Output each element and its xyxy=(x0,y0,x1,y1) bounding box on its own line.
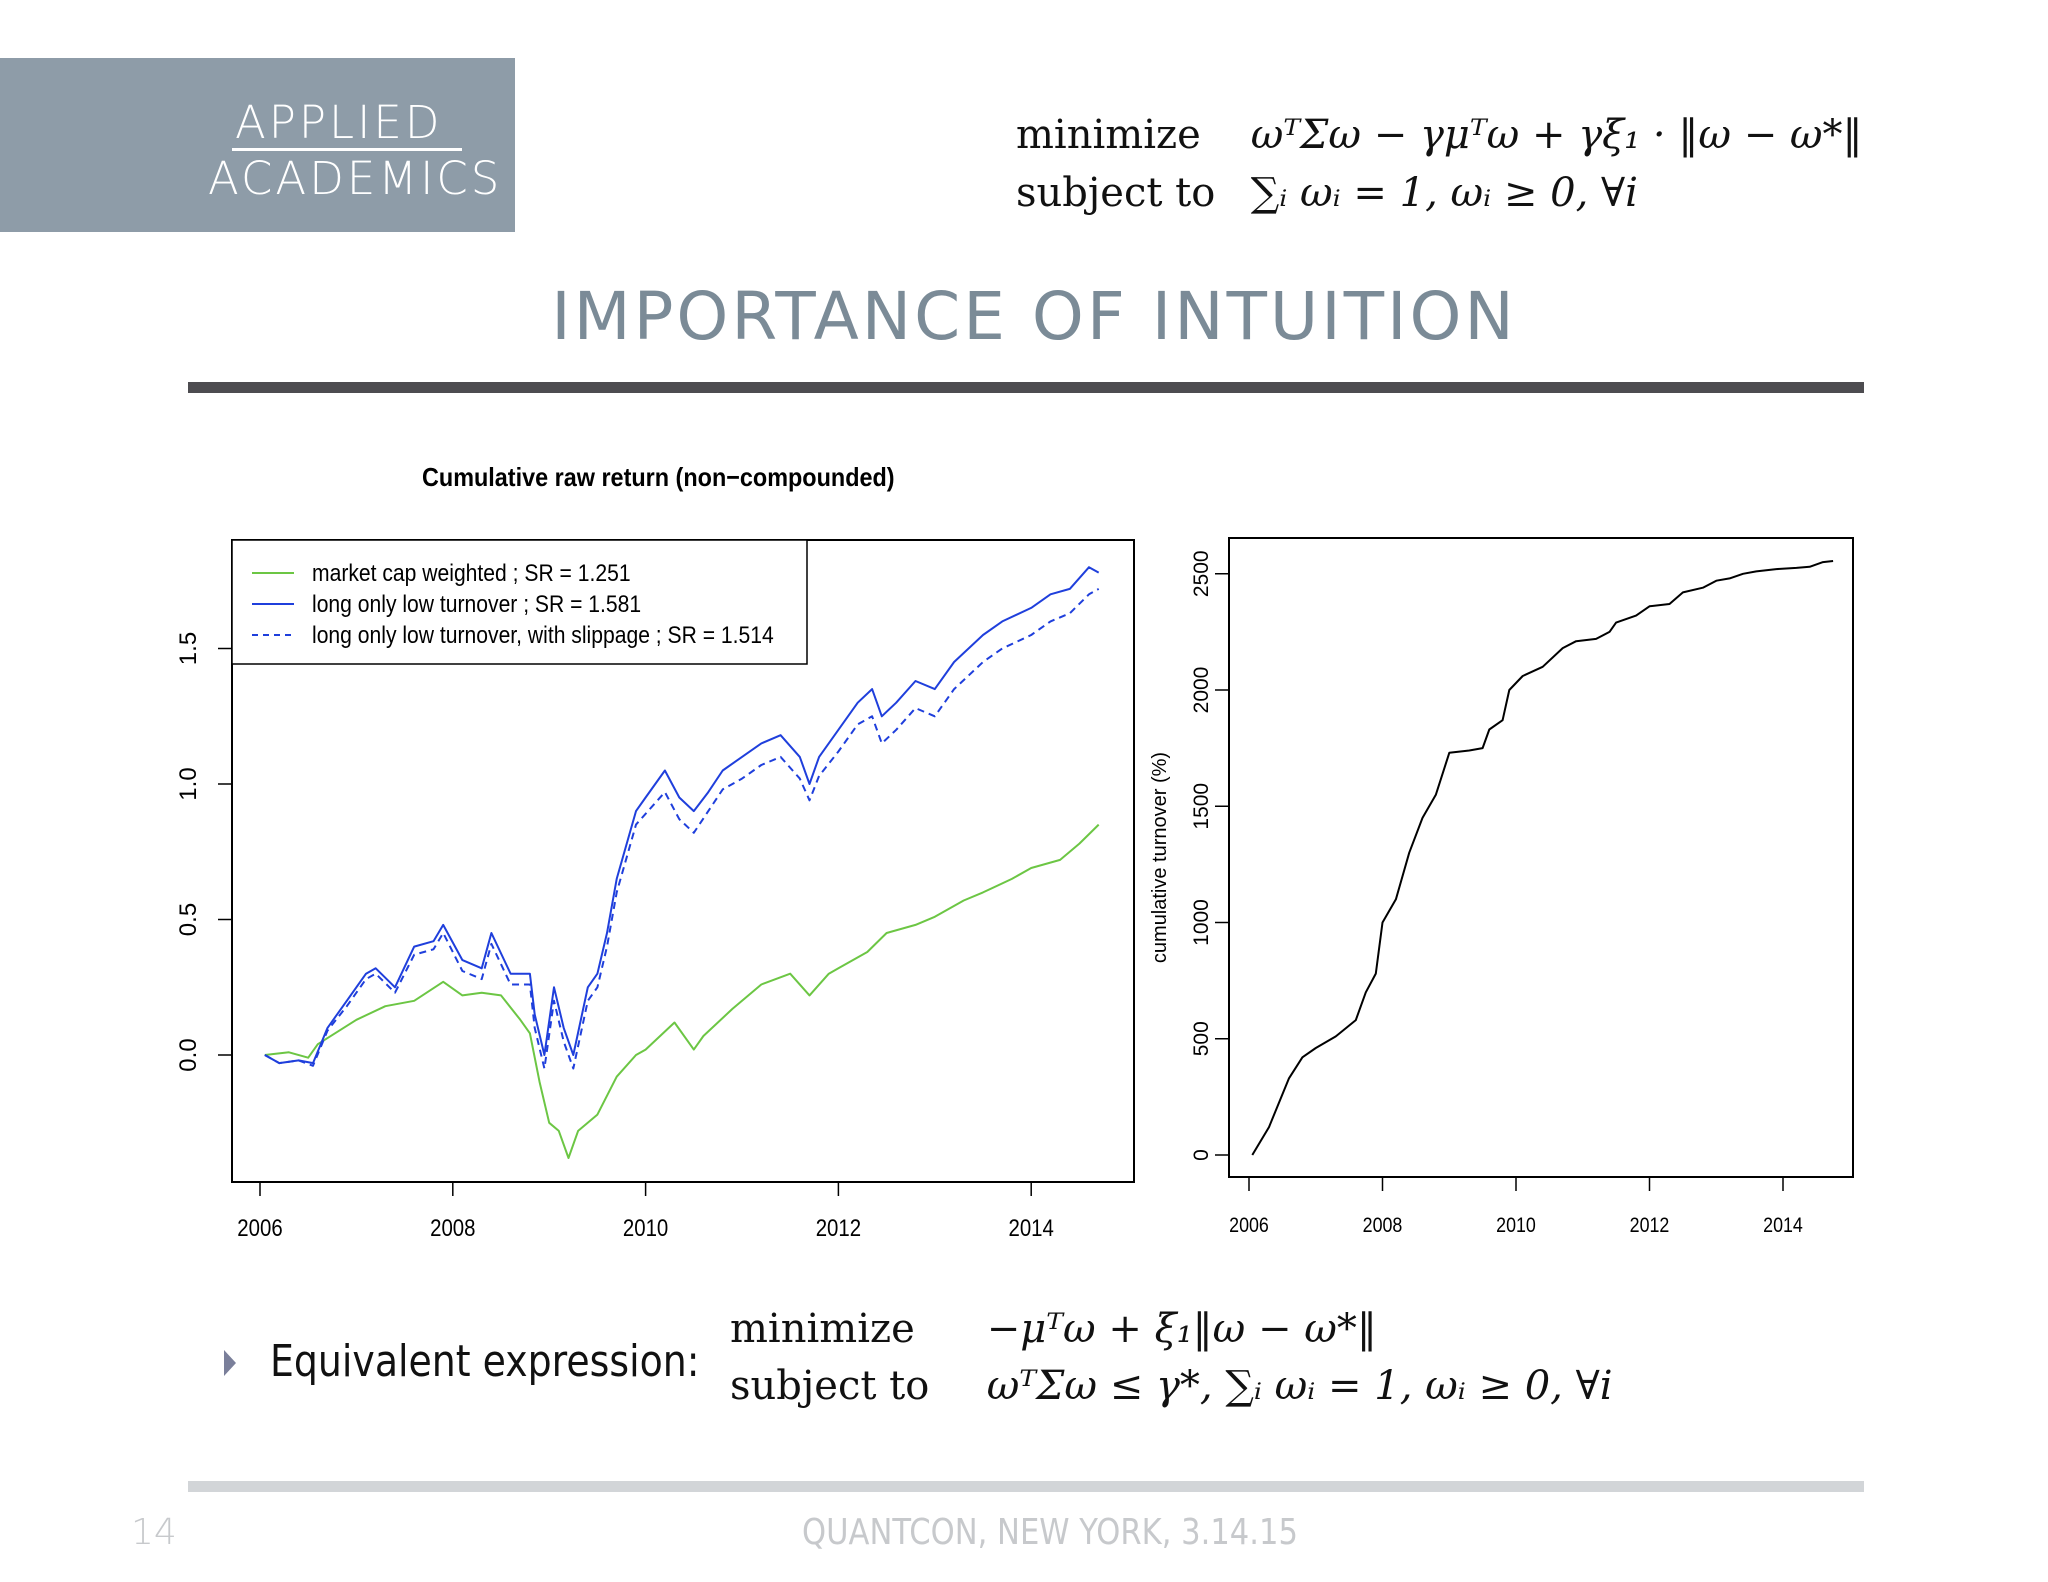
y-tick-label: 0 xyxy=(1190,1149,1213,1161)
logo-text-applied: APPLIED xyxy=(235,96,443,149)
x-tick-label: 2014 xyxy=(1763,1214,1803,1238)
logo-text-academics: ACADEMICS xyxy=(208,152,503,205)
page-number: 14 xyxy=(131,1512,177,1553)
bottom-formula-row1: minimize −μᵀω + ξ₁‖ω − ω*‖ xyxy=(730,1306,1377,1352)
legend-box xyxy=(231,539,808,665)
series-line xyxy=(1251,560,1834,1156)
x-tick-label: 2012 xyxy=(1630,1214,1670,1238)
x-tick-label: 2008 xyxy=(1363,1214,1403,1238)
x-tick-label: 2006 xyxy=(237,1214,282,1241)
equivalent-expression-label: Equivalent expression: xyxy=(270,1336,700,1387)
footer-divider xyxy=(188,1481,1864,1492)
series-line xyxy=(264,566,1100,1065)
formula-expression: ∑ᵢ ωᵢ = 1, ωᵢ ≥ 0, ∀i xyxy=(1250,170,1638,216)
logo-divider xyxy=(232,148,462,151)
formula-expression: −μᵀω + ξ₁‖ω − ω*‖ xyxy=(986,1306,1377,1352)
y-tick-label: 0.0 xyxy=(175,1038,202,1071)
legend-label: long only low turnover, with slippage ; … xyxy=(312,622,774,649)
x-tick-label: 2010 xyxy=(1496,1214,1536,1238)
x-tick-label: 2010 xyxy=(623,1214,668,1241)
formula-label: minimize xyxy=(730,1306,915,1352)
logo-box xyxy=(0,58,515,232)
x-tick-label: 2012 xyxy=(816,1214,861,1241)
y-tick-label: 1.5 xyxy=(175,632,202,665)
legend-label: long only low turnover ; SR = 1.581 xyxy=(312,591,641,618)
series-line xyxy=(264,588,1100,1070)
formula-expression: ωᵀΣω ≤ γ*, ∑ᵢ ωᵢ = 1, ωᵢ ≥ 0, ∀i xyxy=(986,1363,1613,1409)
slide-title: IMPORTANCE OF INTUITION xyxy=(551,278,1517,355)
y-tick-label: 2500 xyxy=(1190,550,1213,597)
y-tick-label: 2000 xyxy=(1190,667,1213,714)
x-tick-label: 2014 xyxy=(1009,1214,1054,1241)
formula-label: subject to xyxy=(730,1363,930,1409)
formula-label: subject to xyxy=(1016,170,1216,216)
y-tick-label: 1500 xyxy=(1190,783,1213,830)
top-formula-row1: minimize ωᵀΣω − γμᵀω + γξ₁ · ‖ω − ω*‖ xyxy=(1016,112,1863,158)
x-tick-label: 2008 xyxy=(430,1214,475,1241)
formula-label: minimize xyxy=(1016,112,1201,158)
y-tick-label: 1000 xyxy=(1190,899,1213,946)
y-tick-label: 0.5 xyxy=(175,903,202,936)
series-line xyxy=(264,823,1100,1159)
y-tick-label: 1.0 xyxy=(175,767,202,800)
x-tick-label: 2006 xyxy=(1229,1214,1269,1238)
conference-label: QUANTCON, NEW YORK, 3.14.15 xyxy=(802,1512,1298,1553)
chart-title: Cumulative raw return (non−compounded) xyxy=(422,462,895,492)
formula-expression: ωᵀΣω − γμᵀω + γξ₁ · ‖ω − ω*‖ xyxy=(1250,112,1863,158)
y-tick-label: 500 xyxy=(1190,1021,1213,1056)
bottom-formula-row2: subject to ωᵀΣω ≤ γ*, ∑ᵢ ωᵢ = 1, ωᵢ ≥ 0,… xyxy=(730,1363,1613,1409)
bullet-arrow-icon xyxy=(224,1350,236,1376)
top-formula-row2: subject to ∑ᵢ ωᵢ = 1, ωᵢ ≥ 0, ∀i xyxy=(1016,170,1638,216)
title-divider xyxy=(188,382,1864,393)
legend-label: market cap weighted ; SR = 1.251 xyxy=(312,560,631,587)
plot-frame xyxy=(1228,537,1854,1178)
y-axis-label: cumulative turnover (%) xyxy=(1149,752,1171,963)
